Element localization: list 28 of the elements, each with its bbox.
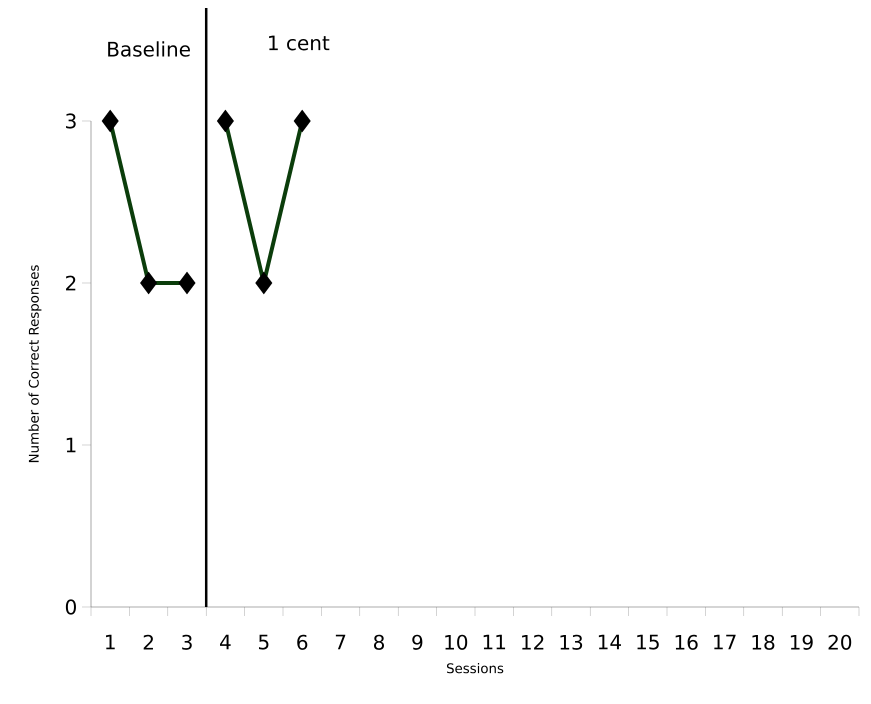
text: Baseline (108, 41, 190, 57)
x-tick-label: 3 (182, 634, 192, 650)
y-tick-label: 0 (66, 599, 76, 615)
x-tick-label: 6 (297, 634, 308, 650)
text: 1 cent (269, 36, 330, 50)
x-axis-title: Sessions (446, 662, 504, 674)
x-tick-label: 16 (676, 634, 698, 650)
x-tick-label: 9 (412, 634, 422, 650)
x-tick-label: 15 (637, 634, 659, 650)
x-tick-label: 14 (598, 634, 622, 650)
x-tick-label: 1 (106, 634, 115, 650)
x-tick-label: 2 (144, 634, 153, 650)
x-tick-label: 20 (828, 634, 852, 650)
y-tick-label: 2 (66, 276, 76, 290)
x-tick-label: 8 (374, 634, 384, 650)
x-tick-label: 10 (445, 634, 468, 650)
x-tick-label: 5 (258, 634, 268, 650)
y-tick-label: 1 (66, 438, 76, 452)
x-tick-label: 18 (752, 634, 774, 650)
x-tick-label: 19 (790, 634, 813, 650)
x-tick-label: 12 (522, 634, 544, 650)
x-tick-label: 4 (220, 634, 231, 650)
x-tick-label: 17 (714, 634, 736, 650)
y-tick-label: 3 (66, 113, 76, 129)
x-tick-label: 7 (336, 634, 346, 650)
x-tick-label: 11 (484, 634, 506, 650)
x-tick-label: 13 (560, 634, 582, 650)
y-axis-title: Number of Correct Responses (28, 265, 42, 462)
